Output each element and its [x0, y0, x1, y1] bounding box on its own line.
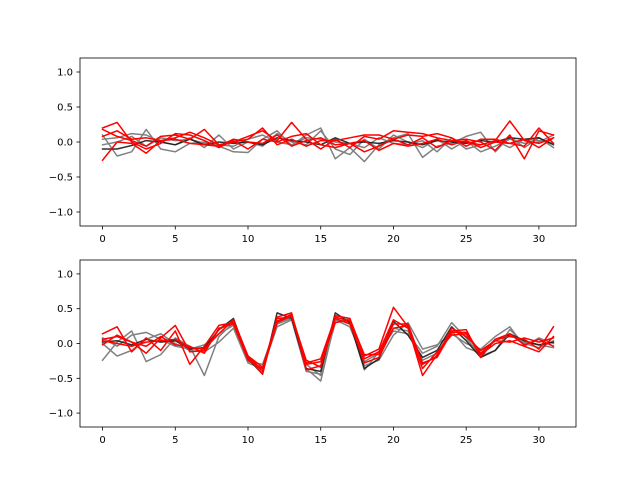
bottom-x-tick-label-5: 25	[460, 435, 473, 446]
top-series-line-7	[101, 121, 555, 160]
bottom-plot-lines	[101, 306, 555, 382]
top-x-tick-label-2: 10	[242, 234, 255, 245]
bottom-x-tick-label-0: 0	[99, 435, 105, 446]
bottom-x-tick-label-4: 20	[387, 435, 400, 446]
top-plot-lines	[101, 120, 555, 163]
bottom-y-tick-label-1: −0.5	[49, 374, 73, 385]
bottom-x-tick-label-3: 15	[314, 435, 327, 446]
top-series-line-5	[101, 120, 555, 150]
top-x-tick-label-3: 15	[314, 234, 327, 245]
top-y-tick-label-3: 0.5	[57, 103, 73, 114]
bottom-series-line-8	[101, 313, 555, 368]
top-y-tick-label-1: −0.5	[49, 173, 73, 184]
top-x-tick-label-0: 0	[99, 234, 105, 245]
bottom-y-tick-label-2: 0.0	[57, 339, 73, 350]
bottom-x-tick-label-6: 30	[533, 435, 546, 446]
top-y-tick-label-0: −1.0	[49, 208, 73, 219]
bottom-y-tick-label-3: 0.5	[57, 304, 73, 315]
bottom-x-tick-label-1: 5	[172, 435, 178, 446]
top-x-tick-label-5: 25	[460, 234, 473, 245]
top-axes: 0 5 10 15 20 25 30 −1.0 −0.5 0.0 0.5 1.0	[49, 57, 577, 245]
bottom-axes: 0 5 10 15 20 25 30 −1.0 −0.5 0.0 0.5 1.0	[49, 259, 577, 446]
top-y-tick-label-4: 1.0	[57, 68, 73, 79]
top-series-line-8	[101, 130, 555, 152]
bottom-x-tick-label-2: 10	[242, 435, 255, 446]
top-x-tick-label-1: 5	[172, 234, 178, 245]
top-x-tick-label-4: 20	[387, 234, 400, 245]
bottom-y-tick-label-0: −1.0	[49, 409, 73, 420]
top-x-tick-label-6: 30	[533, 234, 546, 245]
bottom-series-line-7	[101, 316, 555, 370]
bottom-y-tick-label-4: 1.0	[57, 269, 73, 280]
top-y-tick-label-2: 0.0	[57, 138, 73, 149]
